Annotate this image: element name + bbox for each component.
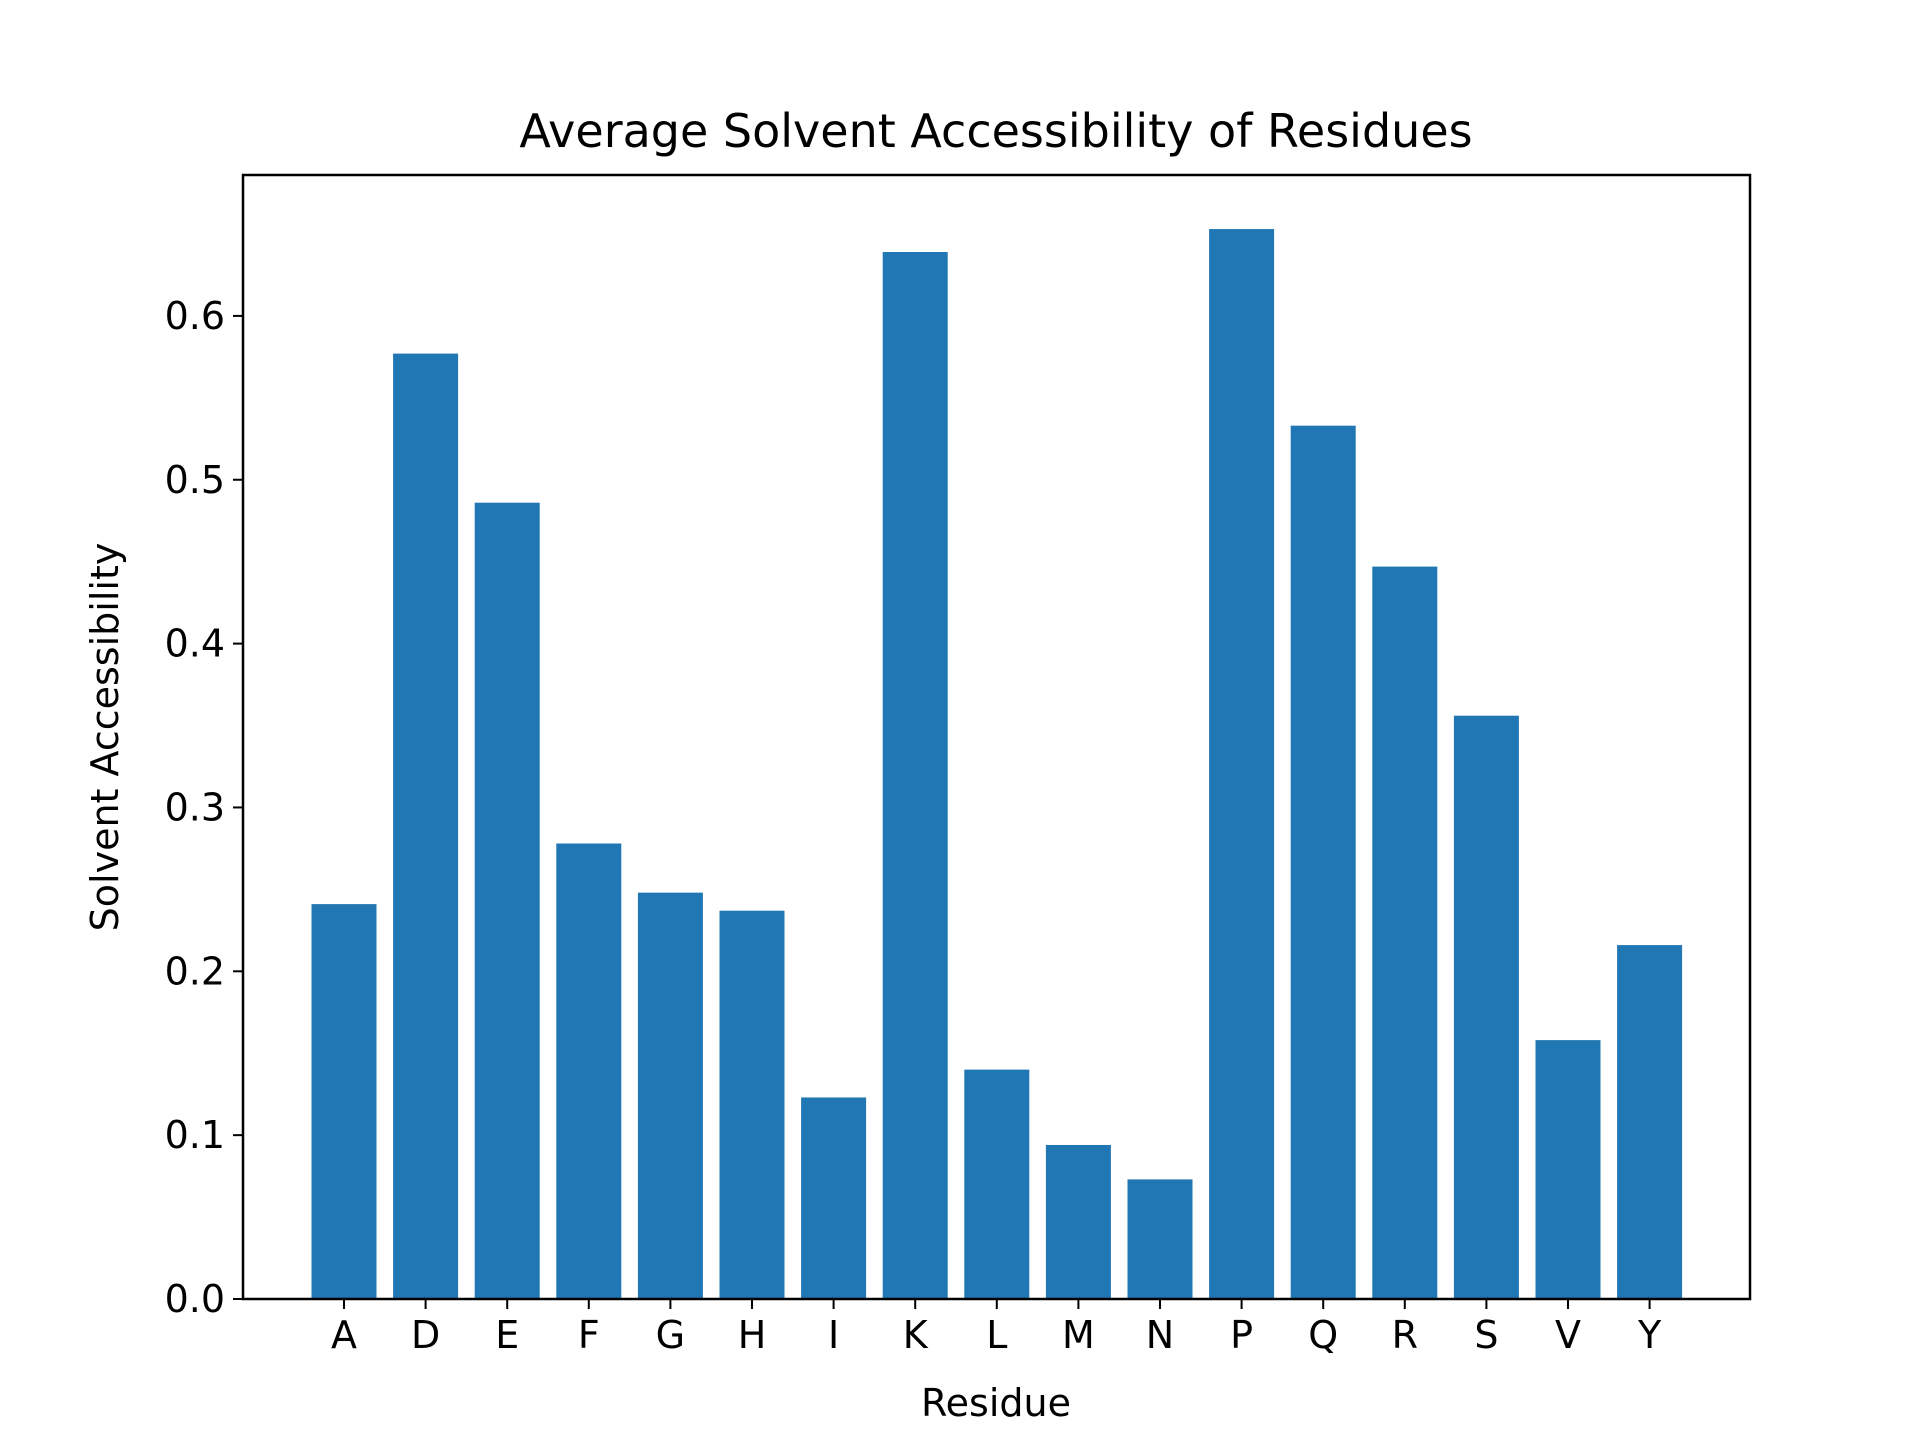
chart-title: Average Solvent Accessibility of Residue… (519, 104, 1472, 158)
bar-k (882, 252, 948, 1299)
x-tick-label: S (1474, 1313, 1498, 1357)
x-tick-label: F (578, 1313, 600, 1357)
bar-s (1453, 715, 1519, 1299)
y-tick-label: 0.5 (165, 458, 225, 502)
bar-h (719, 910, 785, 1299)
y-axis-label: Solvent Accessibility (83, 543, 127, 932)
bar-v (1535, 1040, 1601, 1299)
bar-e (474, 502, 540, 1300)
x-tick-label: G (656, 1313, 685, 1357)
x-tick-label: Q (1308, 1313, 1338, 1357)
x-tick-label: L (986, 1313, 1007, 1357)
bar-i (801, 1097, 867, 1299)
bar-g (637, 892, 703, 1299)
x-tick-label: V (1555, 1313, 1581, 1357)
bar-r (1372, 566, 1438, 1299)
y-tick-label: 0.1 (165, 1113, 225, 1157)
y-tick-label: 0.4 (165, 622, 225, 666)
bar-m (1045, 1144, 1111, 1299)
bar-y (1617, 945, 1683, 1299)
bar-p (1209, 229, 1275, 1300)
bars-group (311, 229, 1683, 1300)
bar-f (556, 843, 622, 1299)
x-tick-label: K (903, 1313, 929, 1357)
x-tick-label: A (331, 1313, 357, 1357)
x-tick-label: D (411, 1313, 440, 1357)
x-axis-label: Residue (921, 1381, 1071, 1425)
bar-d (393, 353, 459, 1300)
bar-n (1127, 1179, 1193, 1299)
x-tick-label: N (1146, 1313, 1174, 1357)
x-tick-label: Y (1637, 1313, 1662, 1357)
bar-q (1290, 425, 1356, 1299)
x-tick-label: H (738, 1313, 767, 1357)
plot-frame (241, 173, 1752, 1301)
y-tick-label: 0.2 (165, 949, 225, 993)
y-tick-label: 0.6 (165, 294, 225, 338)
x-tick-label: P (1230, 1313, 1253, 1357)
y-axis: 0.0 0.1 0.2 0.3 0.4 0.5 0.6 (165, 294, 243, 1321)
x-tick-label: M (1062, 1313, 1095, 1357)
bar-a (311, 904, 377, 1299)
bar-l (964, 1069, 1030, 1299)
y-tick-label: 0.0 (165, 1277, 225, 1321)
y-tick-label: 0.3 (165, 785, 225, 829)
x-tick-label: E (495, 1313, 519, 1357)
x-tick-label: I (828, 1313, 839, 1357)
x-tick-label: R (1392, 1313, 1418, 1357)
